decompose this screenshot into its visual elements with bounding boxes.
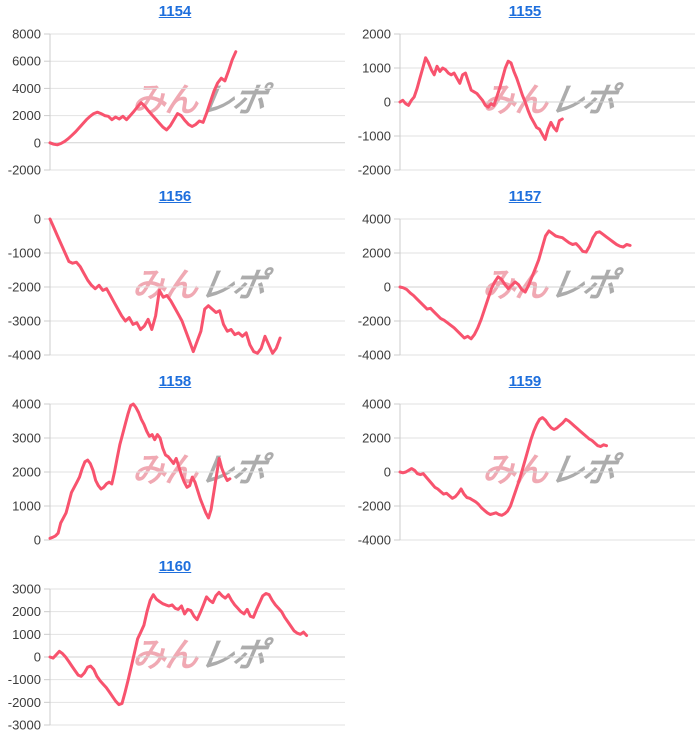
svg-text:-1000: -1000	[358, 129, 391, 144]
chart-link-1159[interactable]: 1159	[508, 373, 542, 390]
svg-text:2000: 2000	[12, 604, 41, 619]
chart-title-1156: 1156	[0, 185, 350, 207]
plot-area-1159: みんレポ 4000 2000 0 -2000 -4000	[350, 392, 700, 555]
svg-text:-4000: -4000	[358, 348, 391, 363]
chart-title-1157: 1157	[350, 185, 700, 207]
svg-text:0: 0	[384, 465, 391, 480]
svg-text:-2000: -2000	[8, 163, 41, 178]
chart-title-1158: 1158	[0, 370, 350, 392]
chart-title-1154: 1154	[0, 0, 350, 22]
svg-text:2000: 2000	[12, 108, 41, 123]
chart-cell-1159: 1159 みんレポ 4000 2000 0 -2000 -4000	[350, 370, 700, 555]
svg-text:-3000: -3000	[8, 314, 41, 329]
chart-title-1159: 1159	[350, 370, 700, 392]
chart-link-1155[interactable]: 1155	[508, 3, 542, 20]
svg-text:0: 0	[34, 212, 41, 227]
svg-text:3000: 3000	[12, 431, 41, 446]
line-chart-1160: 3000 2000 1000 0 -1000 -2000 -3000	[8, 582, 345, 733]
plot-area-1156: みんレポ 0 -1000 -2000 -3000 -4000	[0, 207, 350, 370]
line-chart-1156: 0 -1000 -2000 -3000 -4000	[8, 212, 345, 363]
chart-title-1155: 1155	[350, 0, 700, 22]
svg-text:0: 0	[34, 533, 41, 548]
chart-cell-1154: 1154 みんレポ 8000 6000 4000 2000 0 -2000	[0, 0, 350, 185]
svg-text:2000: 2000	[362, 431, 391, 446]
line-chart-1157: 4000 2000 0 -2000 -4000	[358, 212, 695, 363]
plot-area-1154: みんレポ 8000 6000 4000 2000 0 -2000	[0, 22, 350, 185]
svg-text:1000: 1000	[362, 61, 391, 76]
chart-cell-1160: 1160 みんレポ 3000 2000 1000 0 -1000 -2000 -3000	[0, 555, 350, 740]
chart-link-1157[interactable]: 1157	[508, 188, 542, 205]
svg-text:6000: 6000	[12, 54, 41, 69]
svg-text:-4000: -4000	[8, 348, 41, 363]
svg-text:3000: 3000	[12, 582, 41, 597]
svg-text:2000: 2000	[12, 465, 41, 480]
svg-text:-4000: -4000	[358, 533, 391, 548]
chart-cell-1156: 1156 みんレポ 0 -1000 -2000 -3000 -4000	[0, 185, 350, 370]
chart-cell-1157: 1157 みんレポ 4000 2000 0 -2000 -4000	[350, 185, 700, 370]
svg-text:4000: 4000	[12, 397, 41, 412]
svg-text:1000: 1000	[12, 627, 41, 642]
plot-area-1158: みんレポ 4000 3000 2000 1000 0	[0, 392, 350, 555]
svg-text:-2000: -2000	[8, 695, 41, 710]
svg-text:-2000: -2000	[358, 314, 391, 329]
chart-link-1160[interactable]: 1160	[158, 558, 192, 575]
chart-link-1156[interactable]: 1156	[158, 188, 192, 205]
chart-link-1154[interactable]: 1154	[158, 3, 192, 20]
chart-cell-1158: 1158 みんレポ 4000 3000 2000 1000 0	[0, 370, 350, 555]
plot-area-1155: みんレポ 2000 1000 0 -1000 -2000	[350, 22, 700, 185]
svg-text:-3000: -3000	[8, 718, 41, 733]
svg-text:8000: 8000	[12, 27, 41, 42]
svg-text:-2000: -2000	[358, 163, 391, 178]
chart-cell-1155: 1155 みんレポ 2000 1000 0 -1000 -2000	[350, 0, 700, 185]
plot-area-1157: みんレポ 4000 2000 0 -2000 -4000	[350, 207, 700, 370]
empty-cell	[350, 555, 700, 740]
svg-text:0: 0	[34, 135, 41, 150]
svg-text:-2000: -2000	[8, 280, 41, 295]
line-chart-1154: 8000 6000 4000 2000 0 -2000	[8, 27, 345, 178]
svg-text:-1000: -1000	[8, 246, 41, 261]
svg-text:-1000: -1000	[8, 672, 41, 687]
svg-text:0: 0	[384, 95, 391, 110]
svg-text:0: 0	[384, 280, 391, 295]
svg-text:1000: 1000	[12, 499, 41, 514]
svg-text:4000: 4000	[362, 212, 391, 227]
chart-title-1160: 1160	[0, 555, 350, 577]
chart-link-1158[interactable]: 1158	[158, 373, 192, 390]
svg-text:2000: 2000	[362, 246, 391, 261]
svg-text:-2000: -2000	[358, 499, 391, 514]
line-chart-1159: 4000 2000 0 -2000 -4000	[358, 397, 695, 548]
svg-text:2000: 2000	[362, 27, 391, 42]
line-chart-1155: 2000 1000 0 -1000 -2000	[358, 27, 695, 178]
svg-text:0: 0	[34, 650, 41, 665]
line-chart-1158: 4000 3000 2000 1000 0	[12, 397, 345, 548]
svg-text:4000: 4000	[12, 81, 41, 96]
plot-area-1160: みんレポ 3000 2000 1000 0 -1000 -2000 -3000	[0, 577, 350, 740]
svg-text:4000: 4000	[362, 397, 391, 412]
